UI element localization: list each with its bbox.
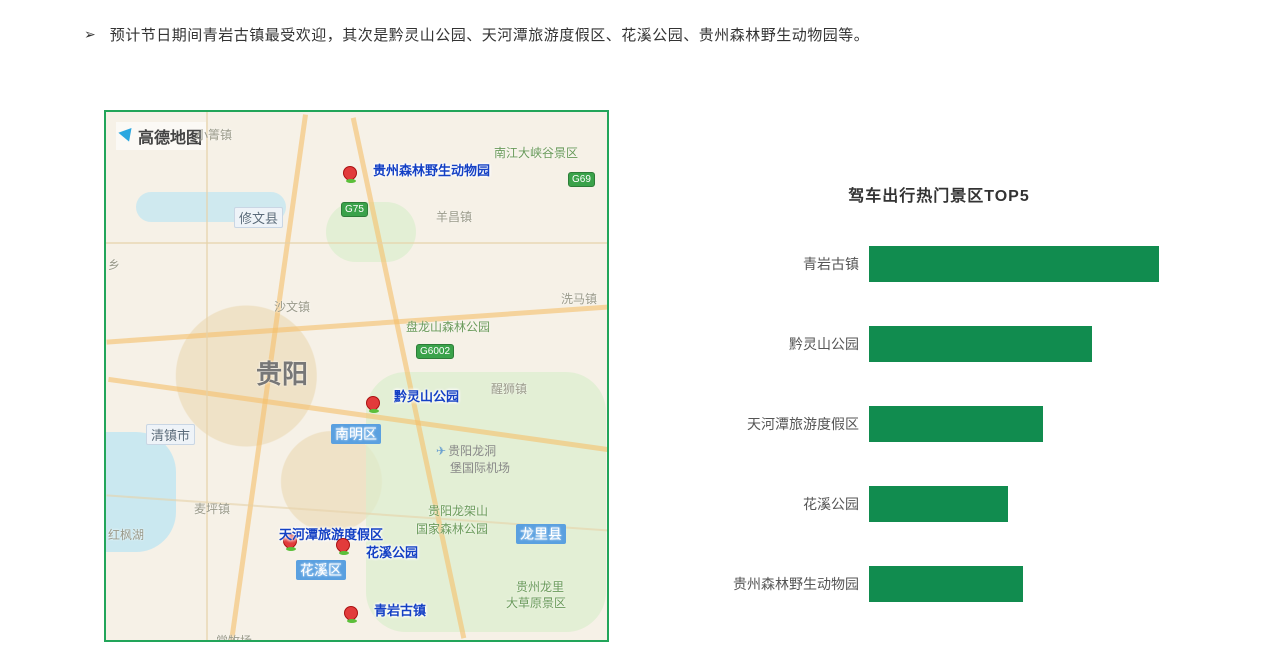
- map-pin-label: 青岩古镇: [374, 600, 426, 619]
- bar-track: [869, 566, 1159, 602]
- district-label: 南明区: [331, 424, 381, 444]
- park-label: 盘龙山森林公园: [406, 318, 490, 335]
- district-label: 花溪区: [296, 560, 346, 580]
- bar-fill: [869, 566, 1023, 602]
- map-pin-icon: [343, 166, 359, 182]
- bar-label: 青岩古镇: [719, 254, 869, 274]
- bar-row: 贵州森林野生动物园: [719, 566, 1159, 602]
- county-label: 清镇市: [146, 424, 195, 445]
- chart-title: 驾车出行热门景区TOP5: [719, 182, 1159, 206]
- bar-fill: [869, 326, 1092, 362]
- park-label: 大草原景区: [506, 594, 566, 611]
- bar-label: 黔灵山公园: [719, 334, 869, 354]
- town-label: 沙文镇: [274, 298, 310, 315]
- bar-label: 贵州森林野生动物园: [719, 574, 869, 594]
- map-pin-label: 黔灵山公园: [394, 386, 459, 405]
- bar-row: 天河潭旅游度假区: [719, 406, 1159, 442]
- bar-fill: [869, 246, 1159, 282]
- park-label: 贵州龙里: [516, 578, 564, 595]
- town-label: 乡: [108, 256, 120, 273]
- highway-badge: G69: [568, 172, 595, 187]
- town-label: 醒狮镇: [491, 380, 527, 397]
- bar-row: 黔灵山公园: [719, 326, 1159, 362]
- highway-badge: G6002: [416, 344, 454, 359]
- map-provider-text: 高德地图: [138, 124, 202, 148]
- bar-fill: [869, 406, 1043, 442]
- county-label: 修文县: [234, 207, 283, 228]
- town-label: 洗马镇: [561, 290, 597, 307]
- bar-row: 青岩古镇: [719, 246, 1159, 282]
- map-pin-icon: [336, 538, 352, 554]
- top5-chart: 驾车出行热门景区TOP5 青岩古镇黔灵山公园天河潭旅游度假区花溪公园贵州森林野生…: [719, 110, 1159, 646]
- airplane-icon: ✈: [436, 444, 446, 458]
- bar-track: [869, 326, 1159, 362]
- city-label-main: 贵阳: [256, 354, 308, 391]
- airport-label: ✈贵阳龙洞堡国际机场: [436, 442, 510, 476]
- town-label: 红枫湖: [108, 526, 144, 543]
- town-label: 小箐镇: [196, 126, 232, 143]
- map-pin-label: 贵州森林野生动物园: [373, 160, 490, 179]
- town-label: 麦坪镇: [194, 500, 230, 517]
- map-pin-icon: [344, 606, 360, 622]
- map-pin-label: 天河潭旅游度假区: [279, 524, 383, 543]
- bullet-text: 预计节日期间青岩古镇最受欢迎，其次是黔灵山公园、天河潭旅游度假区、花溪公园、贵州…: [110, 24, 870, 45]
- map-pin-icon: [366, 396, 382, 412]
- bar-label: 天河潭旅游度假区: [719, 414, 869, 434]
- map-road: [106, 242, 609, 244]
- bullet-row: ➢ 预计节日期间青岩古镇最受欢迎，其次是黔灵山公园、天河潭旅游度假区、花溪公园、…: [84, 24, 869, 45]
- park-label: 国家森林公园: [416, 520, 488, 537]
- park-label: 南江大峡谷景区: [494, 144, 578, 161]
- content-row: 高德地图 G75 G69 G6002 贵阳南明区花溪区 龙里县 修文县清镇市 小箐镇羊昌镇沙…: [104, 110, 1159, 646]
- bar-fill: [869, 486, 1008, 522]
- map-road: [206, 112, 208, 642]
- map-provider-icon: [118, 128, 135, 144]
- park-label: 贵阳龙架山: [428, 502, 488, 519]
- airport-text: 贵阳龙洞: [448, 444, 496, 458]
- town-label: 常牧场: [216, 632, 252, 642]
- bar-track: [869, 406, 1159, 442]
- map-provider-logo: 高德地图: [116, 122, 206, 150]
- map-panel: 高德地图 G75 G69 G6002 贵阳南明区花溪区 龙里县 修文县清镇市 小箐镇羊昌镇沙…: [104, 110, 609, 642]
- highway-badge: G75: [341, 202, 368, 217]
- town-label: 羊昌镇: [436, 208, 472, 225]
- bullet-marker-icon: ➢: [84, 26, 96, 43]
- bar-row: 花溪公园: [719, 486, 1159, 522]
- bar-track: [869, 486, 1159, 522]
- map-pin-label: 花溪公园: [366, 542, 418, 561]
- bar-track: [869, 246, 1159, 282]
- bar-label: 花溪公园: [719, 494, 869, 514]
- district-label: 龙里县: [516, 524, 566, 544]
